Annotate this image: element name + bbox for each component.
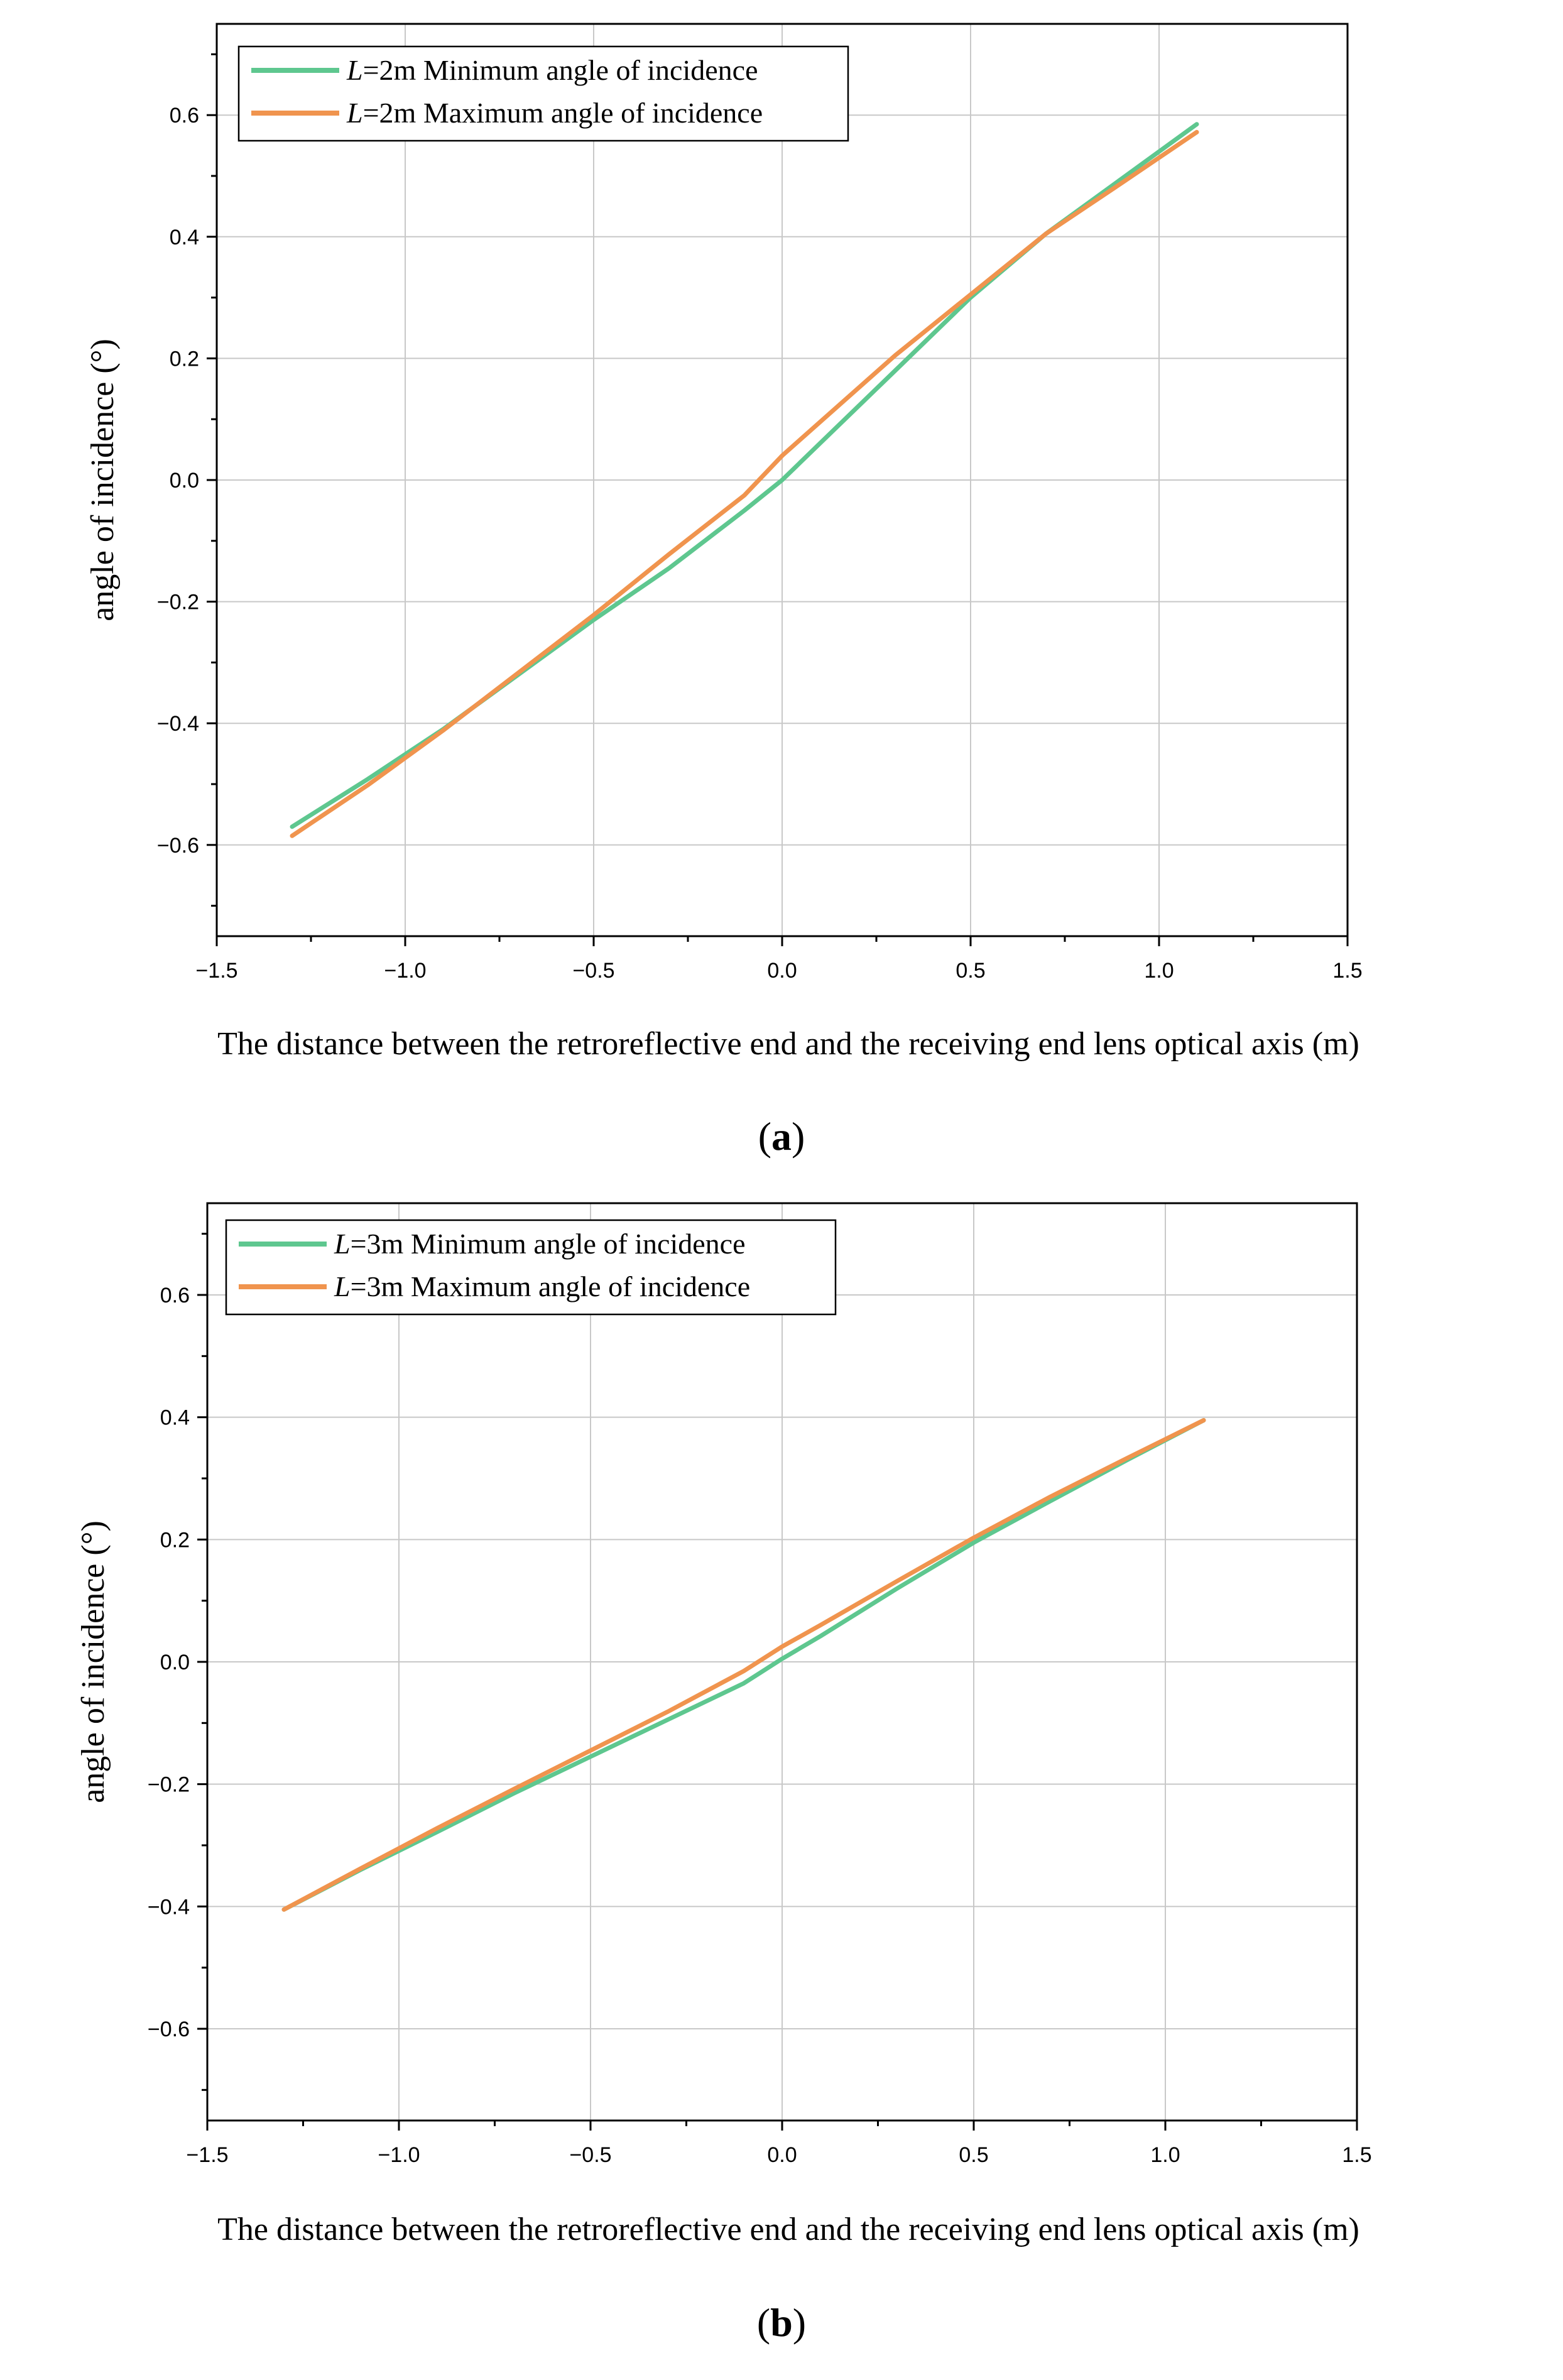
x-tick-label: 0.5 — [956, 959, 985, 983]
panel-label: (b) — [757, 2300, 806, 2345]
legend-entry: L=2m Maximum angle of incidence — [346, 97, 763, 129]
y-tick-label: −0.6 — [148, 2017, 190, 2041]
series-line-maximum — [281, 1418, 1206, 1912]
series-line-minimum — [281, 1418, 1206, 1912]
x-axis-title: The distance between the retroreflective… — [217, 1026, 1359, 1062]
y-tick-label: −0.4 — [157, 712, 199, 736]
y-tick-label: 0.4 — [160, 1406, 190, 1430]
panel-label-open: ( — [757, 2300, 770, 2345]
y-tick-label: −0.2 — [148, 1773, 190, 1797]
y-tick-label: −0.4 — [148, 1895, 190, 1919]
x-tick-label: −1.5 — [186, 2143, 228, 2167]
legend-entry: L=2m Minimum angle of incidence — [346, 54, 758, 86]
chart-panel-b: −1.5 −1.0 −0.5 0.0 0.5 1.0 1.5 −0.6 −0.4 −0.2 0.0 0… — [75, 1202, 1372, 2345]
y-tick-label: 0.6 — [170, 104, 199, 128]
x-tick-label: −1.0 — [378, 2143, 420, 2167]
x-tick-label: 0.0 — [767, 959, 797, 983]
legend-label: =2m Maximum angle of incidence — [363, 97, 763, 129]
x-tick-label: −0.5 — [572, 959, 614, 983]
legend-entry: L=3m Maximum angle of incidence — [334, 1270, 750, 1302]
y-tick-label: 0.2 — [170, 347, 199, 371]
panel-label-letter: a — [771, 1114, 792, 1159]
panel-label-close: ) — [793, 2300, 806, 2345]
legend-variable: L — [346, 54, 363, 86]
panel-label-close: ) — [792, 1114, 805, 1159]
y-axis-title: angle of incidence (°) — [85, 339, 121, 621]
x-tick-label: −0.5 — [569, 2143, 611, 2167]
legend-label: =3m Minimum angle of incidence — [351, 1228, 746, 1260]
legend-entry: L=3m Minimum angle of incidence — [334, 1228, 746, 1260]
y-tick-label: 0.0 — [170, 469, 199, 493]
series-line-maximum — [290, 129, 1199, 838]
x-tick-label: 1.5 — [1332, 959, 1362, 983]
x-tick-label: 0.0 — [767, 2143, 797, 2167]
legend-variable: L — [334, 1228, 351, 1260]
y-tick-label: 0.0 — [160, 1651, 190, 1674]
panel-label-letter: b — [770, 2300, 793, 2345]
y-tick-label: 0.6 — [160, 1284, 190, 1307]
legend-label: =3m Maximum angle of incidence — [351, 1270, 751, 1302]
legend-variable: L — [334, 1270, 351, 1302]
x-tick-label: −1.5 — [195, 959, 237, 983]
chart-panel-a: −1.5 −1.0 −0.5 0.0 0.5 1.0 1.5 −0.6 −0.4 −0.2 0.0 0… — [85, 23, 1363, 1159]
legend-label: =2m Minimum angle of incidence — [363, 54, 758, 86]
x-tick-label: −1.0 — [384, 959, 426, 983]
x-axis-title: The distance between the retroreflective… — [217, 2212, 1359, 2247]
x-tick-label: 0.5 — [959, 2143, 988, 2167]
x-tick-label: 1.0 — [1144, 959, 1174, 983]
legend-variable: L — [346, 97, 363, 129]
legend-box — [225, 1219, 837, 1316]
y-tick-label: −0.6 — [157, 834, 199, 858]
x-tick-label: 1.5 — [1342, 2143, 1371, 2167]
y-axis-title: angle of incidence (°) — [75, 1520, 111, 1803]
x-tick-label: 1.0 — [1150, 2143, 1180, 2167]
y-tick-label: 0.4 — [170, 226, 199, 249]
legend-box — [237, 45, 849, 142]
y-tick-label: 0.2 — [160, 1528, 190, 1552]
y-tick-label: −0.2 — [157, 591, 199, 614]
panel-label-open: ( — [758, 1114, 771, 1159]
panel-label: (a) — [758, 1114, 805, 1159]
